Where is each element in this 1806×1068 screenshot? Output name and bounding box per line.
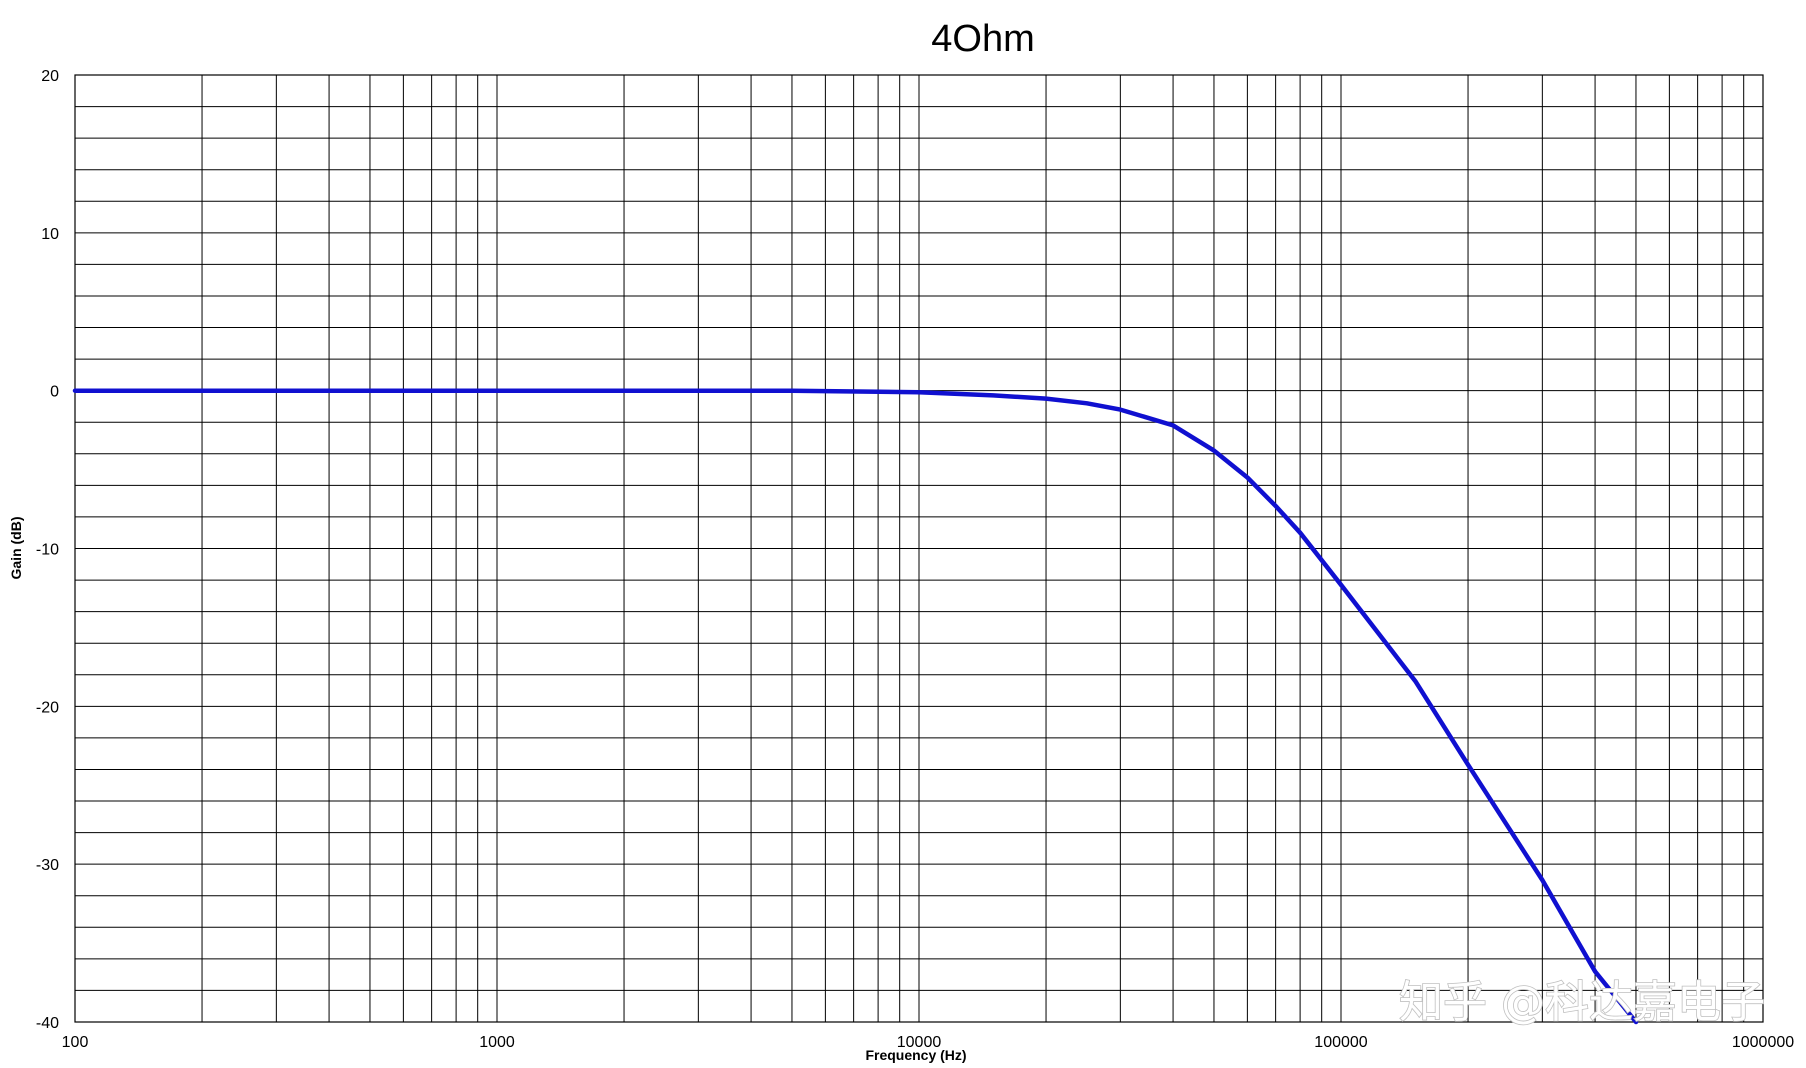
x-axis-label: Frequency (Hz) — [865, 1047, 966, 1063]
y-tick-label: -10 — [36, 542, 59, 559]
plot-frame — [74, 74, 1764, 1023]
x-tick-label: 10000 — [897, 1034, 942, 1051]
y-tick-labels: 20 10 0 -10 -20 -30 -40 — [36, 68, 59, 1032]
x-tick-label: 1000000 — [1732, 1034, 1794, 1051]
gain-series-line — [72, 388, 1639, 1025]
y-tick-label: -20 — [36, 699, 59, 716]
x-tick-label: 1000 — [479, 1034, 515, 1051]
watermark: 知乎 @科达嘉电子 — [1399, 977, 1765, 1028]
x-tick-labels: 100 1000 10000 100000 1000000 — [62, 1034, 1795, 1051]
grid — [74, 74, 1763, 1023]
y-tick-label: 0 — [50, 384, 59, 401]
series-layer — [72, 388, 1639, 1025]
chart-title: 4Ohm — [931, 18, 1034, 60]
y-axis-label: Gain (dB) — [8, 517, 24, 580]
x-tick-label: 100000 — [1314, 1034, 1367, 1051]
y-tick-label: -40 — [36, 1015, 59, 1032]
y-tick-label: -30 — [36, 857, 59, 874]
x-tick-label: 100 — [62, 1034, 89, 1051]
y-tick-label: 20 — [41, 68, 59, 85]
y-tick-label: 10 — [41, 226, 59, 243]
